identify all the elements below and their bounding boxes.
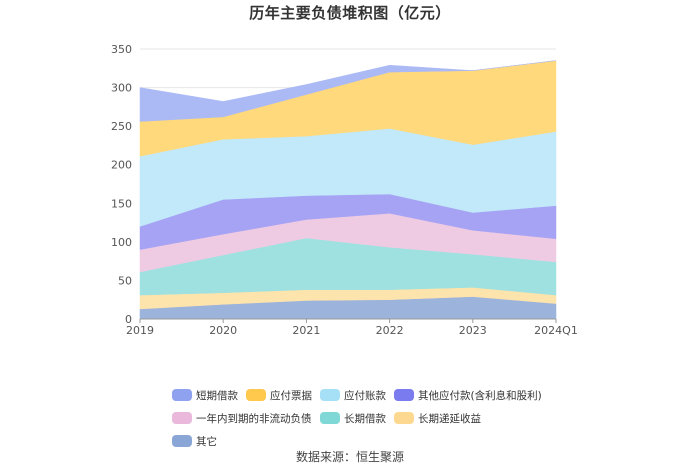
legend-swatch (172, 435, 192, 447)
chart-title: 历年主要负债堆积图（亿元） (249, 4, 451, 22)
legend-swatch (394, 389, 414, 401)
legend-label: 其它 (196, 435, 217, 448)
legend-label: 长期借款 (344, 412, 386, 425)
legend-swatch (172, 389, 192, 401)
x-tick-label: 2021 (292, 324, 320, 337)
legend-label: 应付票据 (270, 389, 312, 402)
area-series (139, 60, 557, 320)
axes: 0 50 100 150 200 250 300 350 2019 2020 2021 2022 202… (111, 43, 578, 337)
x-tick-label: 2023 (459, 324, 487, 337)
legend-item-notes-payable[interactable]: 应付票据 (246, 388, 320, 402)
legend-swatch (246, 389, 266, 401)
y-tick-label: 350 (111, 43, 132, 56)
legend-item-other-payables[interactable]: 其他应付款(含利息和股利) (394, 388, 572, 402)
legend-label: 长期递延收益 (418, 412, 481, 425)
x-tick-label: 2019 (126, 324, 154, 337)
legend-swatch (172, 412, 192, 424)
y-tick-label: 200 (111, 159, 132, 172)
legend-item-deferred-income[interactable]: 长期递延收益 (394, 411, 572, 425)
legend-label: 短期借款 (196, 389, 238, 402)
legend-label: 一年内到期的非流动负债 (196, 412, 312, 425)
legend-item-accounts-payable[interactable]: 应付账款 (320, 388, 394, 402)
data-source-note: 数据来源：恒生聚源 (295, 450, 404, 464)
y-tick-label: 300 (111, 82, 132, 95)
legend-item-long-term-loan[interactable]: 长期借款 (320, 411, 394, 425)
legend-item-current-noncurrent-liabilities[interactable]: 一年内到期的非流动负债 (172, 411, 320, 425)
legend-swatch (320, 412, 340, 424)
x-tick-label: 2024Q1 (534, 324, 578, 337)
legend-label: 其他应付款(含利息和股利) (418, 389, 542, 402)
legend-item-short-term-loan[interactable]: 短期借款 (172, 388, 246, 402)
legend-label: 应付账款 (344, 389, 386, 402)
legend-swatch (320, 389, 340, 401)
x-tick-label: 2022 (376, 324, 404, 337)
area-series-7[interactable] (139, 60, 557, 122)
y-tick-label: 50 (118, 274, 132, 287)
x-tick-label: 2020 (209, 324, 237, 337)
y-tick-label: 150 (111, 197, 132, 210)
legend-item-others[interactable]: 其它 (172, 434, 246, 448)
legend: 短期借款 应付票据 应付账款 其他应付款(含利息和股利) 一年内到期的非流动负债… (172, 388, 572, 448)
y-tick-label: 0 (125, 313, 132, 326)
legend-swatch (394, 412, 414, 424)
y-tick-label: 250 (111, 120, 132, 133)
y-tick-label: 100 (111, 236, 132, 249)
